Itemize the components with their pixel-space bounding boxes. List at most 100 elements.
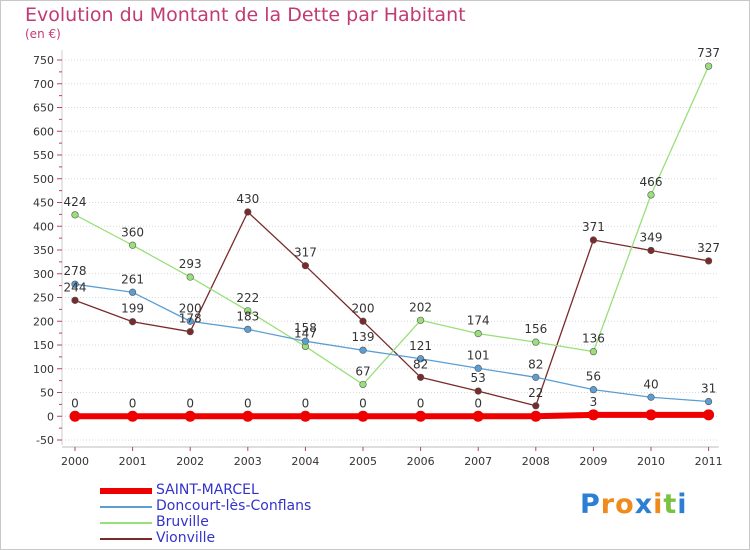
data-point [359,380,367,389]
data-label: 200 [179,301,202,315]
legend-item: Vionville [100,530,360,547]
data-label: 222 [236,291,259,305]
data-label: 737 [697,46,720,60]
data-point [129,241,137,249]
data-point [301,337,310,345]
data-point [704,62,713,70]
y-tick-label: 100 [33,363,54,376]
brand-letter: o [615,489,635,520]
data-label: 0 [129,396,137,410]
y-tick-label: 750 [33,54,54,67]
data-label: 317 [294,246,317,260]
data-point [703,409,715,421]
data-point [244,325,252,333]
x-tick-label: 2008 [522,455,550,468]
data-point [532,373,540,381]
data-label: 0 [359,396,367,410]
y-tick-label: 350 [33,244,54,257]
data-point [186,273,194,281]
data-point [532,338,540,346]
data-label: 349 [640,230,663,244]
data-point [71,280,79,288]
data-label: 0 [244,396,252,410]
brand-logo: Proxiti [580,489,688,520]
data-point [647,246,655,255]
data-point [301,262,310,270]
data-label: 200 [352,301,375,315]
data-point [532,402,540,410]
legend-swatch [100,538,152,540]
y-tick-label: 400 [33,220,54,233]
data-point [129,288,137,296]
data-point [71,211,79,219]
legend-label: SAINT-MARCEL [156,482,259,498]
data-point [474,364,482,372]
y-tick-label: 700 [33,78,54,91]
data-point [242,410,254,422]
data-point [647,393,655,401]
legend-item: Doncourt-lès-Conflans [100,498,360,515]
data-label: 53 [471,371,486,385]
legend-item: SAINT-MARCEL [100,482,360,499]
data-point [647,191,655,199]
y-tick-label: 150 [33,339,54,352]
brand-letter: i [653,489,664,520]
series-line [74,65,710,386]
data-point [71,296,79,304]
y-tick-label: 450 [33,197,54,210]
brand-letter: r [600,489,616,520]
x-tick-label: 2004 [291,455,319,468]
y-tick-label: 600 [33,125,54,138]
data-label: 31 [701,382,716,396]
data-label: 278 [64,264,87,278]
data-point [184,410,196,422]
brand-letter: x [634,489,654,520]
legend-label: Doncourt-lès-Conflans [156,498,312,514]
x-tick-label: 2009 [579,455,607,468]
y-tick-label: 0 [47,410,54,423]
x-tick-label: 2006 [407,455,435,468]
data-label: 101 [467,348,490,362]
data-point [472,410,484,422]
brand-letter: t [663,489,678,520]
y-tick-label: 650 [33,102,54,115]
y-tick-label: 500 [33,173,54,186]
x-tick-label: 2003 [234,455,262,468]
series-line [74,211,710,407]
data-point [587,409,599,421]
data-label: 244 [64,280,87,294]
data-label: 0 [474,396,482,410]
data-label: 178 [179,312,202,326]
data-label: 82 [528,357,543,371]
y-tick-label: 300 [33,268,54,281]
legend: SAINT-MARCEL Doncourt-lès-Conflans Bruvill… [100,482,360,547]
x-tick-label: 2001 [119,455,147,468]
data-label: 466 [640,175,663,189]
x-tick-label: 2011 [695,455,723,468]
data-label: 0 [71,396,79,410]
y-tick-label: 550 [33,149,54,162]
data-label: 199 [121,302,144,316]
y-tick-label: 50 [40,387,54,400]
legend-item: Bruville [100,514,360,531]
data-label: 430 [236,192,259,206]
data-point [530,410,542,422]
data-label: 147 [294,326,317,340]
data-point [357,410,369,422]
chart-title: Evolution du Montant de la Dette par Hab… [25,4,466,26]
data-point [244,208,252,216]
data-point [589,348,598,356]
data-label: 174 [467,314,490,328]
data-point [417,373,425,381]
series-line [74,283,710,403]
data-label: 360 [121,225,144,239]
data-point [704,257,713,265]
data-label: 139 [352,330,375,344]
x-tick-label: 2007 [464,455,492,468]
brand-letter: i [677,489,688,520]
legend-label: Bruville [156,514,209,530]
data-label: 261 [121,272,144,286]
x-tick-label: 2002 [176,455,204,468]
